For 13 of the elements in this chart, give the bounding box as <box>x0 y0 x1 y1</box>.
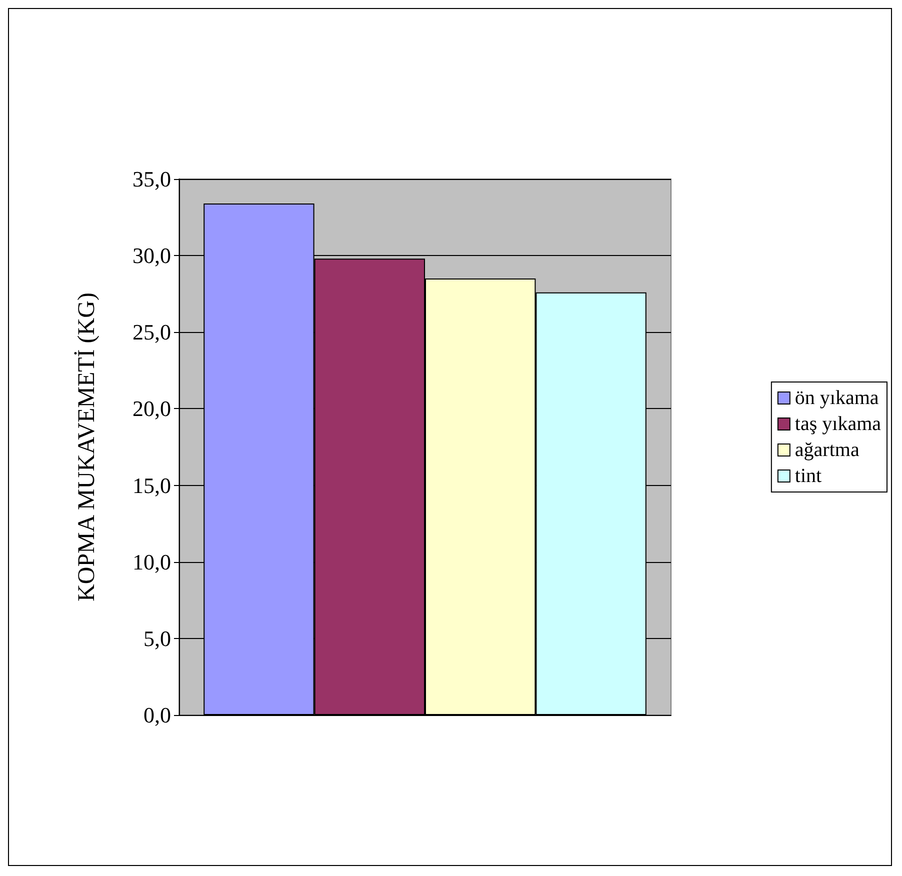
y-tick-label: 5,0 <box>144 626 171 651</box>
y-tick-label: 15,0 <box>132 472 171 498</box>
legend-label: taş yıkama <box>794 413 882 435</box>
y-tick-label: 0,0 <box>144 702 171 728</box>
y-tick-label: 20,0 <box>132 396 171 422</box>
y-tick-label: 35,0 <box>132 166 171 192</box>
legend-label: ağartma <box>794 439 860 461</box>
y-axis-title: KOPMA MUKAVEMETİ (KG) <box>74 292 100 602</box>
legend-label: tint <box>794 465 822 487</box>
legend-label: ön yıkama <box>794 387 879 409</box>
y-tick-label: 10,0 <box>132 549 171 574</box>
y-tick-label: 30,0 <box>132 243 171 268</box>
y-tick-label: 25,0 <box>132 320 171 345</box>
